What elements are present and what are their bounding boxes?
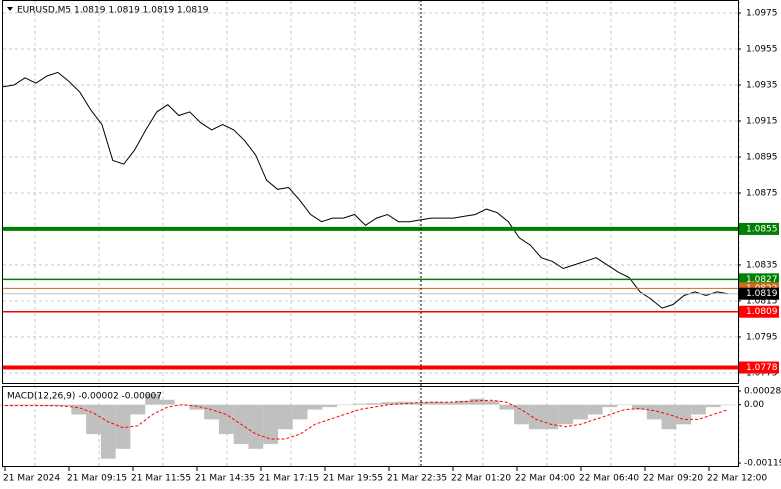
current-price-box [739, 287, 779, 300]
macd-bar [277, 404, 293, 430]
macd-bar [115, 404, 131, 449]
y-tick-label: 0.00 [744, 400, 764, 410]
macd-bar [292, 404, 308, 420]
x-tick-label: 22 Mar 06:40 [579, 474, 639, 484]
main-frame [2, 0, 739, 384]
x-tick-label: 22 Mar 12:00 [707, 474, 767, 484]
y-tick-label: 0.00028 [744, 386, 781, 396]
macd-bar [440, 402, 456, 405]
macd-bar [263, 404, 278, 444]
x-tick-label: 21 Mar 19:55 [323, 474, 383, 484]
grid [3, 1, 740, 466]
macd-bar [159, 399, 175, 405]
macd-bar [720, 404, 736, 406]
macd-bar [469, 398, 485, 405]
level-label: 1.0778 [746, 363, 778, 373]
macd-bar [12, 404, 28, 406]
y-tick-label: 1.0835 [746, 260, 778, 270]
macd-bar [336, 404, 352, 406]
macd-bar [528, 404, 544, 430]
macd-frame [2, 386, 739, 467]
macd-bar [27, 404, 42, 406]
macd-bar [617, 404, 633, 406]
y-tick-label: -0.00119 [744, 459, 781, 469]
macd-bar [56, 404, 72, 407]
level-label: 1.0827 [746, 275, 778, 285]
macd-bar [573, 404, 588, 420]
macd-bar [322, 404, 338, 408]
macd-bar [381, 402, 397, 405]
macd-bar [514, 404, 529, 425]
x-tick-label: 22 Mar 04:00 [515, 474, 575, 484]
x-tick-label: 21 Mar 11:55 [131, 474, 191, 484]
y-tick-label: 1.0975 [746, 8, 778, 18]
macd-bar [307, 404, 323, 410]
plots [0, 71, 738, 459]
x-tick-label: 21 Mar 2024 [3, 474, 60, 484]
level-label: 1.0855 [746, 224, 778, 234]
signal-line [5, 399, 729, 440]
macd-bar [41, 404, 57, 407]
macd-bar [705, 404, 721, 408]
macd-bar [395, 401, 411, 405]
macd-bar [71, 404, 87, 415]
y-tick-label: 1.0935 [746, 80, 778, 90]
macd-bar [602, 404, 618, 408]
macd-bar [86, 404, 101, 435]
x-tick-label: 21 Mar 09:15 [67, 474, 127, 484]
level-box [739, 305, 779, 318]
macd-bar [499, 404, 515, 410]
macd-bar [587, 404, 603, 415]
y-tick-label: 1.0795 [746, 332, 778, 342]
current-price-label: 1.0819 [746, 289, 778, 299]
level-label: 1.0809 [746, 307, 778, 317]
macd-bar [484, 400, 500, 405]
x-tick-label: 22 Mar 09:20 [643, 474, 703, 484]
symbol-header: EURUSD,M5 1.0819 1.0819 1.0819 1.0819 [17, 6, 209, 16]
macd-bar [204, 404, 219, 420]
macd-bar [632, 404, 647, 410]
level-box [739, 361, 779, 374]
x-tick-label: 21 Mar 14:35 [195, 474, 255, 484]
macd-bar [100, 404, 116, 459]
y-tick-label: 1.0955 [746, 44, 778, 54]
macd-bar [676, 404, 692, 425]
x-tick-label: 22 Mar 01:20 [451, 474, 511, 484]
macd-bar [410, 402, 426, 405]
menu-arrow[interactable] [7, 7, 13, 11]
price-line [2, 71, 729, 309]
y-tick-label: 1.0875 [746, 188, 778, 198]
labels: 21 Mar 2024 21 Mar 09:15 21 Mar 11:55 21 Ma… [3, 8, 781, 483]
macd-bar [646, 404, 662, 420]
macd-bar [425, 401, 441, 405]
y-tick-label: 1.0915 [746, 116, 778, 126]
macd-bar [455, 400, 470, 405]
macd-bar [661, 404, 677, 430]
macd-bar [366, 403, 382, 405]
y-tick-label: 1.0815 [746, 296, 778, 306]
y-tick-label: 1.0895 [746, 152, 778, 162]
macd-bar [189, 404, 205, 410]
macd-bar [351, 403, 367, 405]
macd-bar [558, 404, 574, 425]
x-tick-label: 21 Mar 22:35 [387, 474, 447, 484]
macd-title: MACD(12,26,9) -0.00002 -0.00007 [7, 392, 162, 402]
level-box [739, 222, 779, 235]
macd-bar [691, 404, 706, 415]
macd-bar [218, 404, 234, 435]
x-tick-label: 21 Mar 17:15 [259, 474, 319, 484]
macd-bar [248, 404, 264, 449]
macd-bar [145, 393, 160, 405]
macd-bar [130, 404, 146, 415]
